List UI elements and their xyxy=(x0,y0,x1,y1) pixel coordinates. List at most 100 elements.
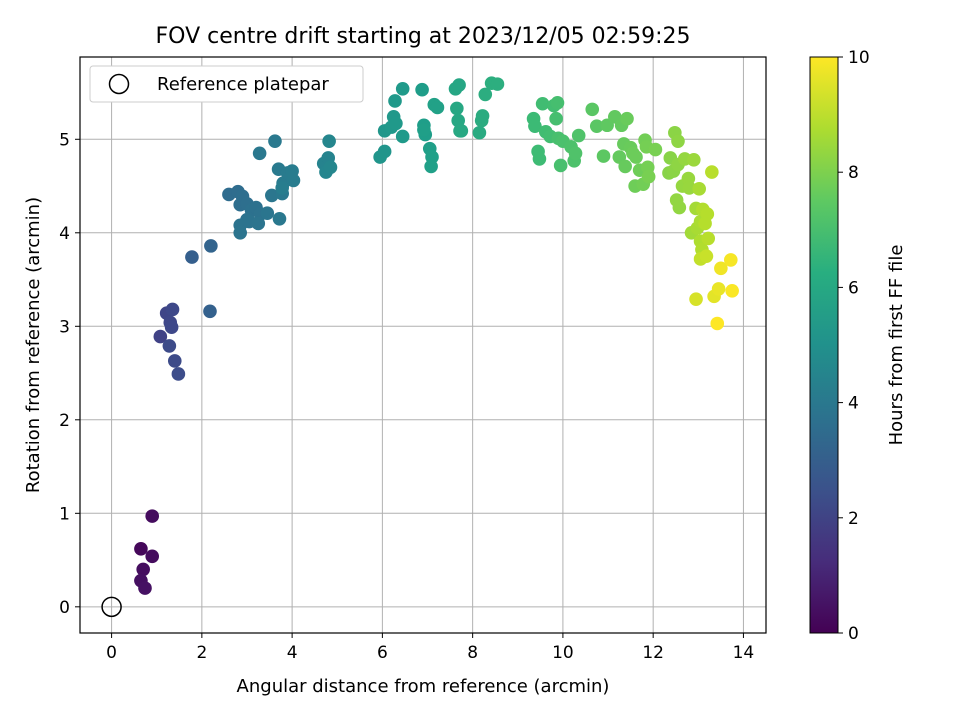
data-point xyxy=(162,339,177,353)
data-point xyxy=(450,101,464,116)
y-tick-label: 5 xyxy=(59,130,70,150)
y-tick-label: 0 xyxy=(59,598,70,618)
data-point xyxy=(251,216,266,231)
data-point xyxy=(388,94,402,108)
data-point xyxy=(723,253,738,267)
colorbar: 0 2 4 6 8 10 Hours from first FF file xyxy=(809,48,907,644)
data-point xyxy=(472,125,487,140)
data-point xyxy=(272,211,287,226)
plot-frame xyxy=(79,56,767,634)
x-tick-label: 4 xyxy=(287,643,298,663)
data-point xyxy=(671,134,685,148)
data-point xyxy=(167,354,182,368)
y-axis-label: Rotation from reference (arcmin) xyxy=(23,197,44,493)
data-point xyxy=(415,82,429,97)
data-point xyxy=(620,111,634,126)
data-point xyxy=(682,181,697,195)
data-point xyxy=(252,146,267,161)
x-tick-label: 10 xyxy=(552,643,574,663)
data-point xyxy=(528,119,542,133)
data-point xyxy=(323,160,338,175)
data-point xyxy=(203,304,217,319)
colorbar-tick-label: 6 xyxy=(848,278,859,298)
data-point xyxy=(478,87,493,102)
data-point xyxy=(490,77,505,91)
data-point xyxy=(571,128,586,143)
data-point xyxy=(430,100,445,115)
legend-entry-label: Reference platepar xyxy=(157,74,329,95)
data-point xyxy=(204,239,218,253)
data-point xyxy=(136,562,150,577)
data-point xyxy=(692,182,707,196)
data-point xyxy=(164,320,179,335)
data-point xyxy=(268,134,282,148)
data-point xyxy=(585,102,600,117)
colorbar-label: Hours from first FF file xyxy=(886,245,907,446)
data-point xyxy=(185,250,199,264)
data-point xyxy=(165,302,180,317)
data-point xyxy=(710,316,725,331)
data-point xyxy=(286,173,301,188)
x-tick-label: 12 xyxy=(642,643,664,663)
data-point xyxy=(672,200,687,215)
data-point xyxy=(275,181,289,195)
data-point xyxy=(145,509,160,523)
y-tick-label: 3 xyxy=(59,317,70,337)
data-point xyxy=(134,542,148,556)
data-point xyxy=(629,150,643,164)
data-point xyxy=(641,169,656,184)
data-point xyxy=(424,159,438,174)
data-point xyxy=(138,581,152,595)
data-point xyxy=(705,165,719,179)
data-point xyxy=(260,206,275,220)
reference-platepar-marker xyxy=(101,596,122,618)
colorbar-tick-label: 0 xyxy=(848,624,859,644)
y-tick-label: 1 xyxy=(59,504,70,524)
data-point xyxy=(454,124,469,138)
x-tick-label: 8 xyxy=(467,643,478,663)
y-tick-label: 4 xyxy=(59,224,70,244)
colorbar-gradient xyxy=(809,56,839,634)
data-point xyxy=(700,207,715,221)
reference-point xyxy=(101,596,122,618)
data-point xyxy=(171,367,186,381)
data-point xyxy=(725,283,739,298)
data-point xyxy=(618,159,632,174)
data-point xyxy=(395,129,410,144)
colorbar-tick-label: 10 xyxy=(848,48,870,68)
data-point xyxy=(568,146,583,161)
grid xyxy=(80,57,766,633)
data-point xyxy=(711,282,726,296)
data-point xyxy=(549,111,563,126)
data-point xyxy=(389,116,403,131)
colorbar-tick-label: 8 xyxy=(848,163,859,183)
data-point xyxy=(417,123,431,137)
data-point xyxy=(265,188,279,203)
legend-marker xyxy=(108,73,130,95)
data-point xyxy=(451,113,466,128)
y-axis-ticks: 0 1 2 3 4 5 xyxy=(59,130,80,618)
data-point xyxy=(535,96,550,111)
colorbar-tick-label: 4 xyxy=(848,394,859,414)
x-tick-label: 2 xyxy=(196,643,207,663)
data-point xyxy=(233,225,248,240)
data-point xyxy=(701,231,716,246)
data-point xyxy=(452,78,466,92)
data-point xyxy=(395,81,410,96)
data-points xyxy=(134,76,739,595)
x-tick-label: 0 xyxy=(106,643,117,663)
data-point xyxy=(553,158,568,173)
x-axis-ticks: 0 2 4 6 8 10 12 14 xyxy=(106,633,754,663)
chart-title: FOV centre drift starting at 2023/12/05 … xyxy=(156,24,691,49)
data-point xyxy=(686,153,701,167)
data-point xyxy=(589,119,604,133)
data-point xyxy=(714,261,728,276)
data-point xyxy=(596,149,611,163)
data-point xyxy=(648,142,663,157)
colorbar-ticks: 0 2 4 6 8 10 xyxy=(838,48,870,644)
data-point xyxy=(377,144,392,159)
colorbar-tick-label: 2 xyxy=(848,509,859,529)
x-axis-label: Angular distance from reference (arcmin) xyxy=(237,676,610,697)
data-point xyxy=(145,549,160,564)
